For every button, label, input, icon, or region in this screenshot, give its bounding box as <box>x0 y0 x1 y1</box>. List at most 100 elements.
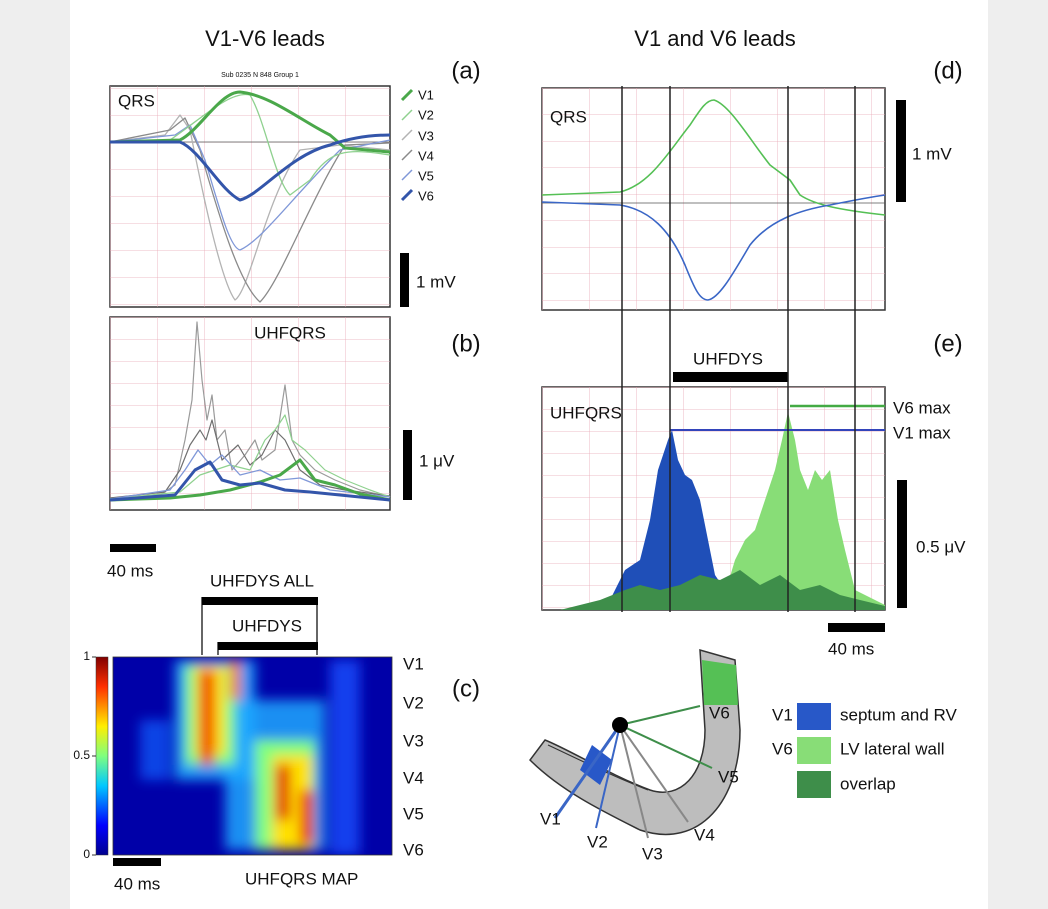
bracket-bar <box>218 642 318 650</box>
legend-label: LV lateral wall <box>840 739 945 758</box>
wave-v6 <box>110 133 391 202</box>
area-v1 <box>580 430 800 610</box>
lead-vector <box>619 724 689 823</box>
panel-letter: (c) <box>452 675 480 702</box>
legend-lead: V1 <box>772 705 793 724</box>
panel-label: UHFQRS <box>550 403 622 422</box>
panel-letter: (b) <box>451 330 480 357</box>
lead-vector <box>619 705 701 726</box>
legend: V1 V2 V3 V4 V5 V6 <box>400 87 434 203</box>
wave-v3 <box>109 321 391 499</box>
scale-bar <box>896 100 906 202</box>
bracket-bar <box>202 597 318 605</box>
lead-label: V2 <box>587 832 608 851</box>
time-scale-label: 40 ms <box>114 874 160 893</box>
region-legend: V1 septum and RV V6 LV lateral wall over… <box>772 703 958 798</box>
qrs-waves <box>109 90 391 303</box>
lead-label: V3 <box>642 844 663 863</box>
legend-swatch <box>401 169 413 181</box>
legend-swatch <box>400 88 414 102</box>
colorbar-tick-label: 0 <box>83 847 90 861</box>
septum-region <box>580 745 612 785</box>
lead-label: V2 <box>403 693 424 712</box>
panel-label: UHFQRS MAP <box>245 869 358 888</box>
lead-label: V6 <box>403 840 424 859</box>
legend-swatch <box>401 129 413 141</box>
lead-label: V3 <box>403 731 424 750</box>
legend-label: V1 <box>418 87 434 102</box>
wave-v6 <box>109 460 391 502</box>
legend-swatch <box>797 737 831 764</box>
lead-vector <box>595 724 621 829</box>
heart-wall <box>529 648 741 836</box>
time-scale-bar <box>828 623 885 632</box>
wave-v1 <box>109 458 391 502</box>
panel-letter: (e) <box>933 330 962 357</box>
lead-label: V5 <box>718 767 739 786</box>
wave-v4 <box>109 419 391 499</box>
scale-label: 1 μV <box>419 451 455 470</box>
time-scale-bar <box>110 544 156 552</box>
scale-bar <box>897 480 907 608</box>
legend-label: V2 <box>418 107 434 122</box>
area-v6 <box>720 412 885 610</box>
lead-vector <box>619 724 649 839</box>
scale-label: 0.5 μV <box>916 537 966 556</box>
bracket-label: UHFDYS <box>693 349 763 368</box>
legend-label: overlap <box>840 774 896 793</box>
lead-vector <box>619 724 713 769</box>
marker-lines <box>621 86 856 612</box>
panel-label: UHFQRS <box>254 323 326 342</box>
panel-label: QRS <box>118 91 155 110</box>
lead-label: V1 <box>540 809 561 828</box>
lead-label: V4 <box>403 768 424 787</box>
uhf-areas <box>560 412 885 610</box>
scale-bar <box>403 430 412 500</box>
bracket-label: UHFDYS <box>232 616 302 635</box>
wave-v4 <box>109 117 391 303</box>
colorbar-tick-label: 1 <box>83 649 90 663</box>
lead-label: V4 <box>694 825 715 844</box>
bracket-bar <box>673 372 788 382</box>
panel-caption: Sub 0235 N 848 Group 1 <box>221 72 299 79</box>
heatmap-blobs <box>140 660 360 855</box>
legend-swatch <box>797 703 831 730</box>
right-title: V1 and V6 leads <box>634 26 795 51</box>
heatmap-frame <box>112 656 393 856</box>
colorbar <box>95 656 109 856</box>
heatmap <box>113 657 392 855</box>
colorbar-ticks: 10.50 <box>73 649 96 861</box>
panel-label: QRS <box>550 107 587 126</box>
legend-swatch <box>400 188 414 202</box>
lead-label: V6 <box>709 703 730 722</box>
legend-label: V5 <box>418 168 434 183</box>
v6-max-label: V6 max <box>893 398 951 417</box>
legend-swatch <box>797 771 831 798</box>
lead-label: V1 <box>403 654 424 673</box>
wave-v1 <box>109 90 391 154</box>
panel-letter: (a) <box>451 57 480 84</box>
wave-v5 <box>109 449 391 500</box>
time-scale-bar <box>113 858 161 866</box>
legend-swatch <box>401 149 413 161</box>
heart-center <box>612 717 628 733</box>
wave-v3 <box>109 114 391 301</box>
legend-label: V4 <box>418 148 434 163</box>
legend-label: septum and RV <box>840 705 958 724</box>
bracket-label: UHFDYS ALL <box>210 571 314 590</box>
scale-label: 1 mV <box>912 144 952 163</box>
uhf-waves <box>109 321 391 502</box>
time-scale-label: 40 ms <box>828 639 874 658</box>
time-scale-label: 40 ms <box>107 561 153 580</box>
legend-swatch <box>401 109 413 121</box>
wave-v6 <box>541 194 886 301</box>
wave-v1 <box>541 99 886 216</box>
grid <box>542 88 885 310</box>
area-overlap <box>560 570 885 610</box>
grid <box>110 317 390 510</box>
panel-letter: (d) <box>933 57 962 84</box>
v1-max-label: V1 max <box>893 423 951 442</box>
wave-v2 <box>109 414 391 500</box>
wave-v5 <box>109 124 391 251</box>
